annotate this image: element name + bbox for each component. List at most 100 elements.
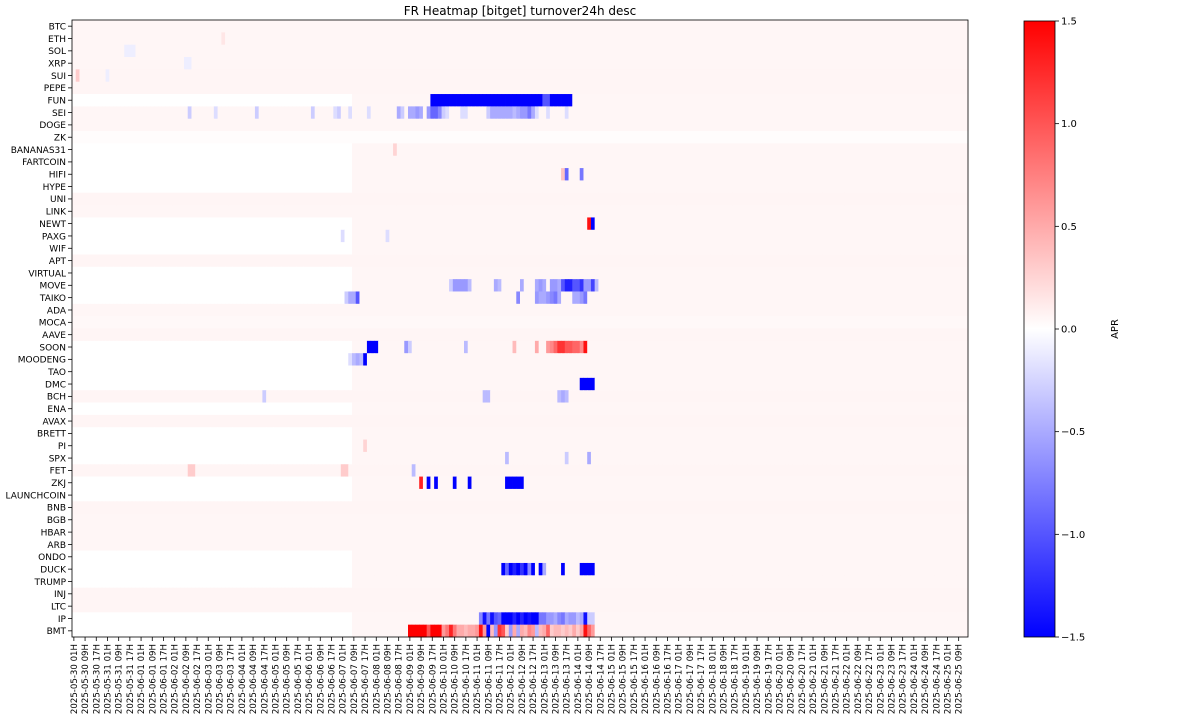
heatmap-cell <box>303 131 308 144</box>
heatmap-cell <box>788 168 793 181</box>
heatmap-cell <box>856 143 861 157</box>
heatmap-cell <box>266 131 271 144</box>
heatmap-cell <box>210 229 215 243</box>
heatmap-cell <box>919 94 924 107</box>
heatmap-cell <box>706 180 711 194</box>
heatmap-cell <box>773 192 778 206</box>
heatmap-cell <box>430 106 435 120</box>
heatmap-cell <box>254 131 260 144</box>
heatmap-cell <box>770 168 775 181</box>
heatmap-cell <box>542 180 547 194</box>
heatmap-cell <box>299 180 304 194</box>
heatmap-cell <box>258 180 263 194</box>
heatmap-cell <box>632 57 637 70</box>
heatmap-cell <box>534 168 540 181</box>
heatmap-cell <box>314 131 319 144</box>
heatmap-cell <box>131 20 136 33</box>
heatmap-cell <box>938 143 943 157</box>
heatmap-cell <box>90 217 95 231</box>
heatmap-cell <box>467 32 472 46</box>
heatmap-cell <box>635 94 640 107</box>
heatmap-cell <box>587 94 592 107</box>
heatmap-cell <box>161 266 166 280</box>
heatmap-cell <box>617 143 622 157</box>
heatmap-cell <box>426 118 431 132</box>
heatmap-cell <box>557 106 562 120</box>
heatmap-cell <box>86 217 92 231</box>
heatmap-cell <box>184 69 189 83</box>
heatmap-cell <box>172 94 177 107</box>
heatmap-cell <box>930 94 935 107</box>
heatmap-cell <box>874 20 879 33</box>
heatmap-cell <box>426 20 431 33</box>
heatmap-cell <box>116 44 121 58</box>
heatmap-cell <box>258 217 263 231</box>
heatmap-cell <box>314 217 319 231</box>
heatmap-cell <box>284 266 289 280</box>
heatmap-cell <box>915 254 920 268</box>
heatmap-cell <box>628 94 633 107</box>
heatmap-cell <box>908 254 913 268</box>
heatmap-cell <box>934 20 939 33</box>
heatmap-cell <box>269 254 274 268</box>
heatmap-cell <box>292 254 297 268</box>
heatmap-cell <box>803 69 808 83</box>
heatmap-cell <box>251 254 256 268</box>
heatmap-cell <box>527 242 532 255</box>
heatmap-cell <box>434 143 439 157</box>
heatmap-cell <box>691 81 696 95</box>
heatmap-cell <box>437 168 442 181</box>
heatmap-cell <box>333 69 338 83</box>
heatmap-cell <box>482 168 487 181</box>
heatmap-cell <box>374 32 379 46</box>
heatmap-cell <box>770 131 775 144</box>
heatmap-cell <box>785 242 790 255</box>
heatmap-cell <box>796 20 801 33</box>
heatmap-cell <box>310 205 316 218</box>
heatmap-cell <box>445 155 450 169</box>
heatmap-cell <box>157 266 162 280</box>
heatmap-cell <box>72 180 77 194</box>
heatmap-cell <box>452 69 457 83</box>
heatmap-cell <box>844 254 849 268</box>
heatmap-cell <box>363 180 368 194</box>
heatmap-cell <box>236 20 241 33</box>
heatmap-cell <box>482 229 487 243</box>
heatmap-cell <box>366 266 372 280</box>
heatmap-cell <box>632 180 637 194</box>
heatmap-cell <box>564 168 569 181</box>
heatmap-cell <box>773 229 778 243</box>
heatmap-cell <box>198 57 204 70</box>
heatmap-cell <box>822 57 827 70</box>
heatmap-cell <box>180 32 185 46</box>
heatmap-cell <box>628 44 633 58</box>
heatmap-cell <box>213 118 218 132</box>
heatmap-cell <box>800 229 805 243</box>
heatmap-cell <box>408 266 413 280</box>
heatmap-cell <box>449 131 454 144</box>
heatmap-cell <box>322 180 327 194</box>
heatmap-cell <box>363 32 368 46</box>
heatmap-cell <box>344 81 349 95</box>
heatmap-cell <box>826 106 831 120</box>
heatmap-cell <box>516 81 521 95</box>
heatmap-cell <box>109 155 114 169</box>
heatmap-cell <box>613 69 618 83</box>
heatmap-cell <box>381 106 386 120</box>
heatmap-cell <box>900 217 905 231</box>
heatmap-cell <box>867 131 872 144</box>
heatmap-cell <box>288 81 293 95</box>
heatmap-cell <box>576 106 581 120</box>
heatmap-cell <box>318 217 323 231</box>
heatmap-cell <box>777 94 782 107</box>
heatmap-cell <box>105 254 110 268</box>
heatmap-cell <box>228 94 233 107</box>
heatmap-cell <box>83 94 88 107</box>
heatmap-cell <box>116 217 121 231</box>
heatmap-cell <box>303 20 308 33</box>
heatmap-cell <box>766 217 771 231</box>
heatmap-cell <box>180 106 185 120</box>
heatmap-cell <box>893 143 898 157</box>
heatmap-cell <box>889 118 894 132</box>
heatmap-cell <box>923 32 928 46</box>
